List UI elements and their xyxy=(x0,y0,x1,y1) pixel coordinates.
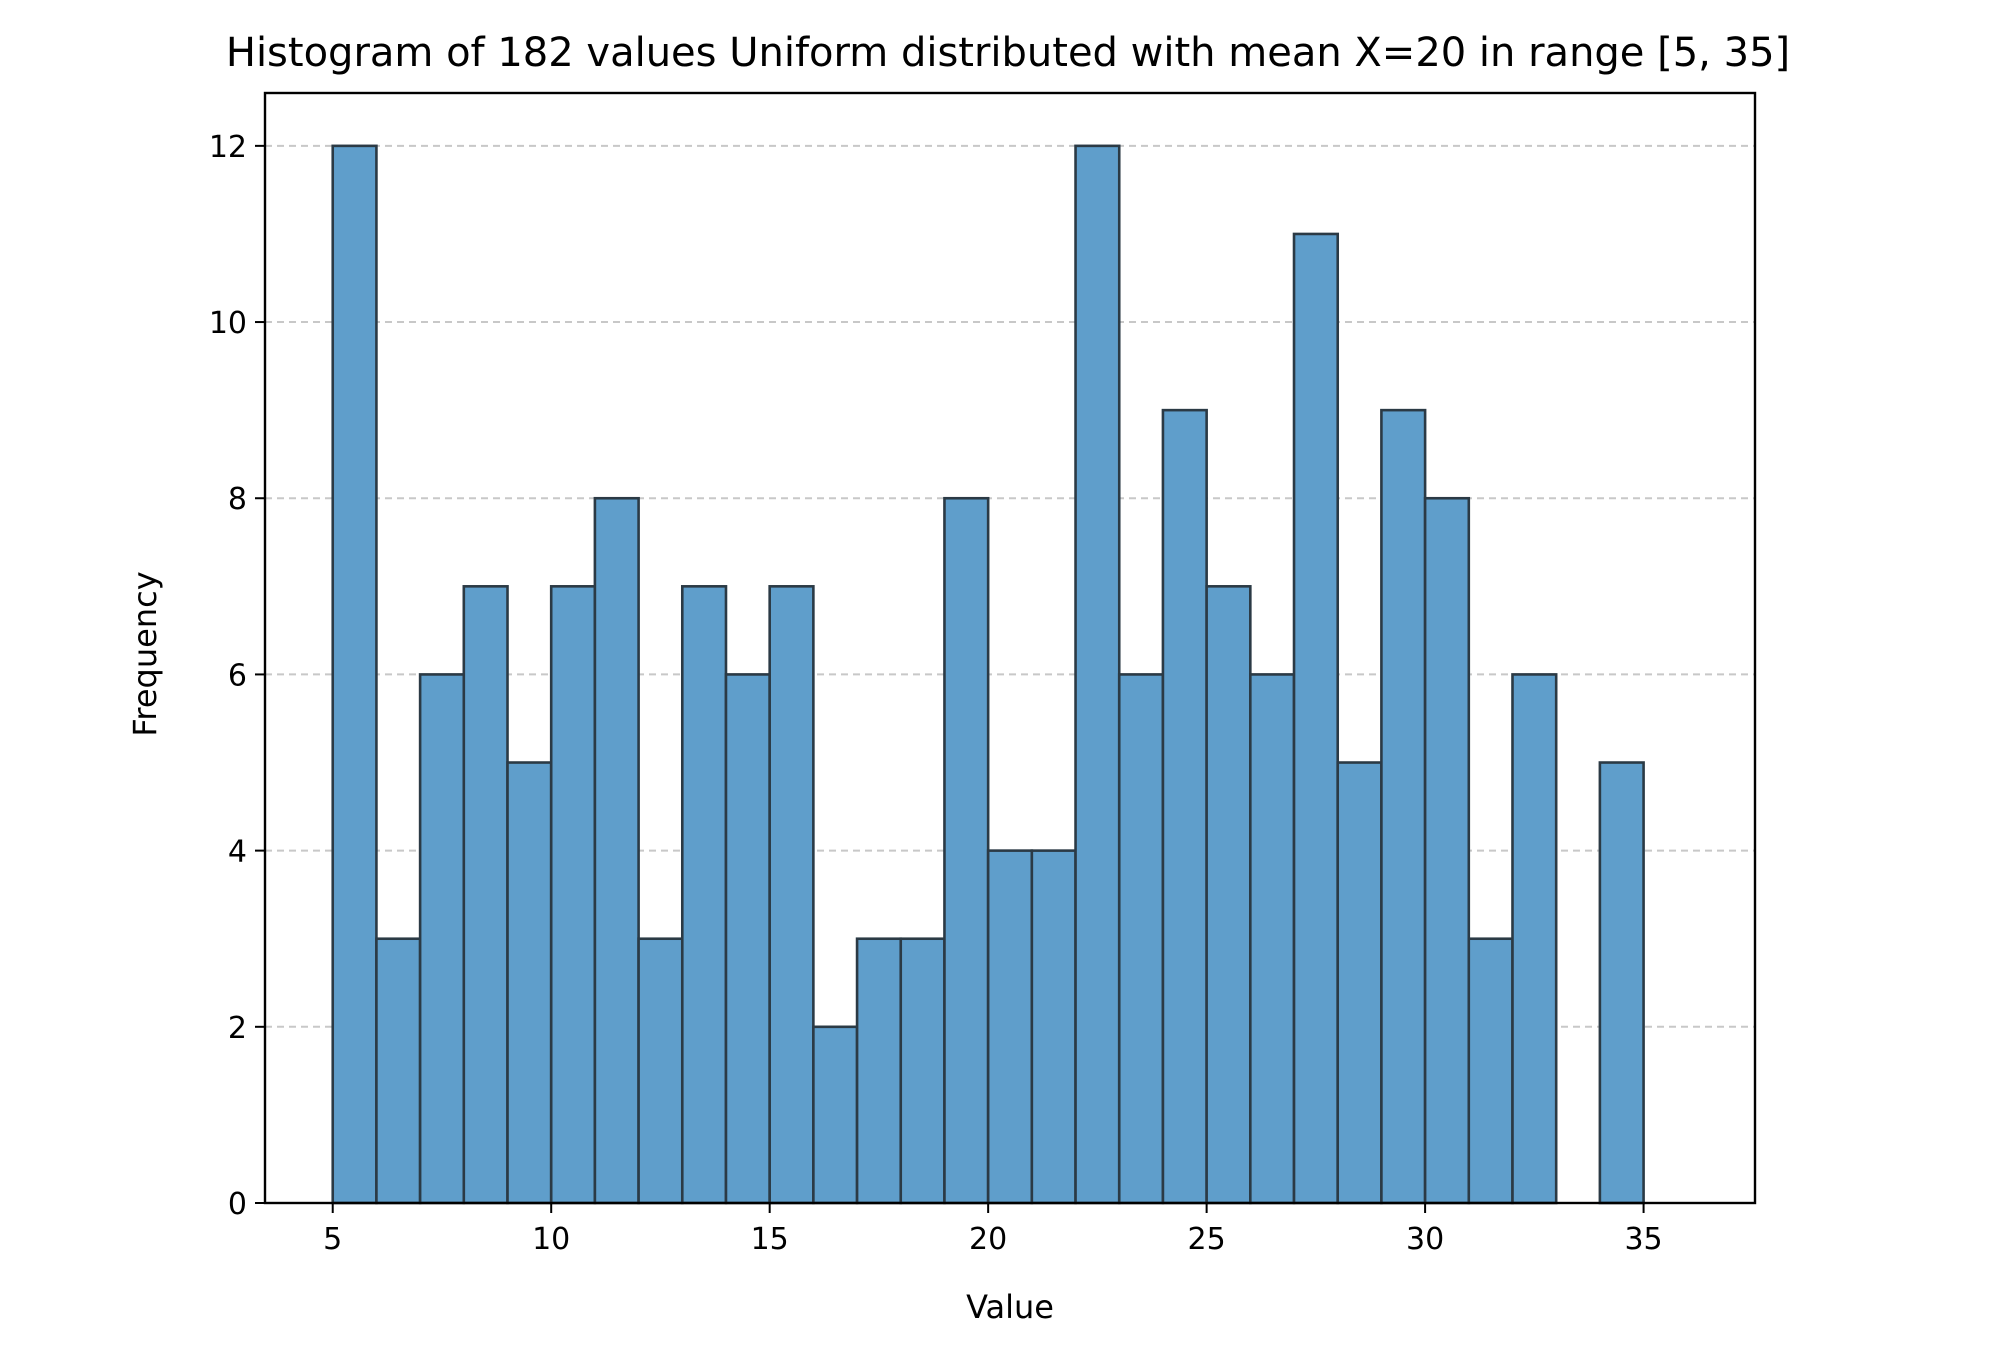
x-tick-label-5: 5 xyxy=(323,1222,342,1257)
bar-bin-8 xyxy=(462,585,509,1205)
y-axis: 0 2 4 6 8 10 12 xyxy=(209,130,265,1222)
x-tick-label-10: 10 xyxy=(532,1222,570,1257)
bar-bin-7 xyxy=(418,673,466,1205)
x-axis: 5 10 15 20 25 30 35 xyxy=(323,1203,1663,1257)
bar-bin-22 xyxy=(1074,144,1121,1205)
y-tick-label-0: 0 xyxy=(228,1187,247,1222)
x-axis-label: Value xyxy=(966,1288,1054,1326)
y-tick-label-6: 6 xyxy=(228,658,247,693)
bar-bin-32 xyxy=(1511,673,1558,1205)
y-axis-label: Frequency xyxy=(126,571,164,736)
x-tick-label-25: 25 xyxy=(1188,1222,1226,1257)
bar-bin-25 xyxy=(1205,585,1252,1205)
bar-bin-9 xyxy=(506,761,553,1205)
bar-bin-21 xyxy=(1030,849,1077,1205)
bar-bin-34 xyxy=(1598,761,1645,1205)
y-tick-label-2: 2 xyxy=(228,1011,247,1046)
bar-bin-26 xyxy=(1249,673,1296,1205)
bar-bin-11 xyxy=(593,496,640,1205)
bar-bin-6 xyxy=(375,937,422,1205)
x-tick-label-35: 35 xyxy=(1624,1222,1662,1257)
y-tick-label-10: 10 xyxy=(209,306,247,341)
x-tick-label-15: 15 xyxy=(751,1222,789,1257)
bar-bin-17 xyxy=(855,937,903,1205)
bar-bin-13 xyxy=(680,585,728,1205)
y-tick-label-8: 8 xyxy=(228,482,247,517)
bar-bin-10 xyxy=(549,585,597,1205)
bar-bin-14 xyxy=(724,673,771,1205)
bar-bin-29 xyxy=(1380,408,1427,1205)
bar-bin-20 xyxy=(986,849,1034,1205)
bar-bin-5 xyxy=(331,144,378,1205)
plot-frame xyxy=(263,91,1757,1205)
bar-bin-28 xyxy=(1336,761,1383,1205)
y-tick-label-4: 4 xyxy=(228,835,247,870)
chart-title: Histogram of 182 values Uniform distribu… xyxy=(226,30,1790,76)
bar-bin-27 xyxy=(1292,232,1340,1205)
bar-bin-30 xyxy=(1423,496,1471,1205)
bar-bin-23 xyxy=(1117,673,1165,1205)
bar-bin-19 xyxy=(943,496,990,1205)
bar-bin-15 xyxy=(768,585,815,1205)
x-tick-label-30: 30 xyxy=(1406,1222,1444,1257)
y-tick-label-12: 12 xyxy=(209,130,247,165)
bar-bin-16 xyxy=(812,1025,859,1205)
bar-bin-12 xyxy=(637,937,684,1205)
bars-layer xyxy=(331,144,1645,1205)
x-tick-label-20: 20 xyxy=(969,1222,1007,1257)
bar-bin-24 xyxy=(1161,408,1208,1205)
bar-bin-31 xyxy=(1467,937,1514,1205)
bar-bin-18 xyxy=(899,937,946,1205)
